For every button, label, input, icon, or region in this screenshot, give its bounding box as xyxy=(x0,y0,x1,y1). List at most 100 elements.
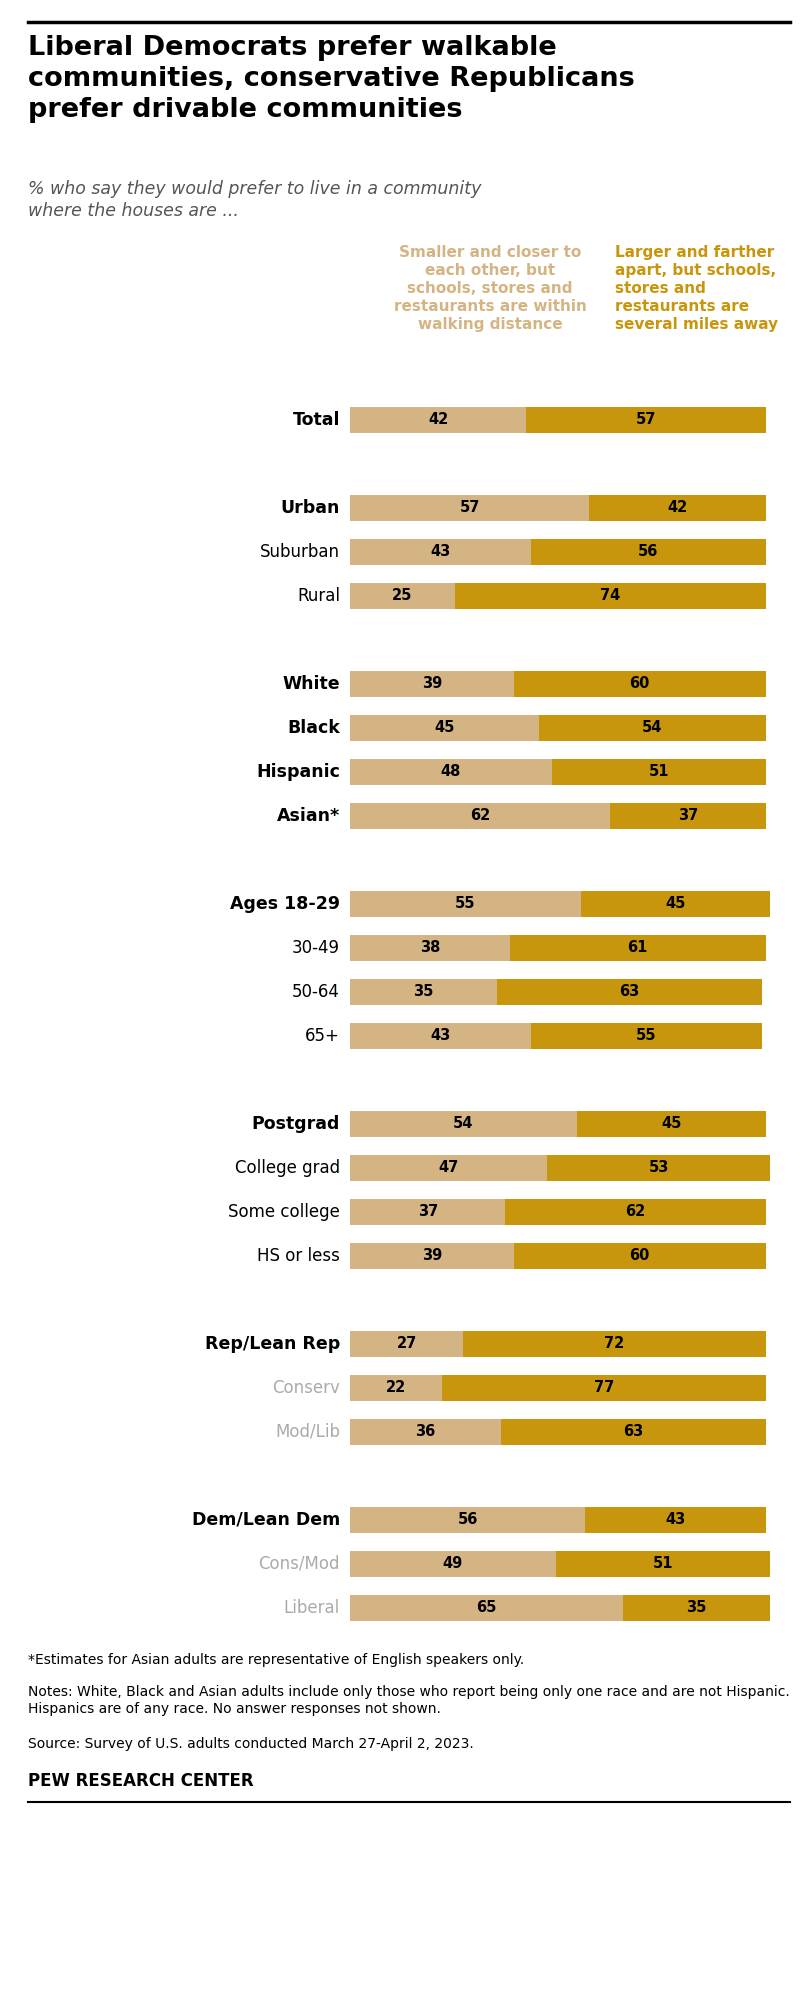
Text: Liberal: Liberal xyxy=(284,1600,340,1616)
Bar xyxy=(502,1420,766,1444)
Text: 49: 49 xyxy=(443,1556,463,1572)
Text: 22: 22 xyxy=(386,1380,406,1396)
Text: 42: 42 xyxy=(428,412,448,428)
Bar xyxy=(350,408,527,434)
Text: Black: Black xyxy=(287,720,340,736)
Bar xyxy=(350,936,510,962)
Bar xyxy=(350,584,455,608)
Text: 48: 48 xyxy=(441,764,461,780)
Text: Conserv: Conserv xyxy=(272,1380,340,1396)
Text: 63: 63 xyxy=(624,1424,644,1440)
Text: 50-64: 50-64 xyxy=(292,982,340,1000)
Text: Rural: Rural xyxy=(297,588,340,604)
Bar xyxy=(497,978,761,1004)
Bar xyxy=(585,1508,766,1532)
Text: 62: 62 xyxy=(625,1204,646,1220)
Text: Larger and farther
apart, but schools,
stores and
restaurants are
several miles : Larger and farther apart, but schools, s… xyxy=(615,244,778,332)
Bar xyxy=(350,716,539,740)
Bar xyxy=(611,802,766,828)
Bar xyxy=(510,936,766,962)
Bar xyxy=(350,1242,514,1270)
Text: Source: Survey of U.S. adults conducted March 27-April 2, 2023.: Source: Survey of U.S. adults conducted … xyxy=(28,1736,474,1752)
Text: 57: 57 xyxy=(460,500,480,516)
Text: White: White xyxy=(282,676,340,694)
Bar xyxy=(590,494,766,520)
Bar xyxy=(464,1332,766,1356)
Bar xyxy=(514,672,766,698)
Text: 37: 37 xyxy=(417,1204,438,1220)
Text: 43: 43 xyxy=(430,1028,451,1044)
Text: 61: 61 xyxy=(628,940,648,956)
Bar xyxy=(350,892,581,916)
Text: 43: 43 xyxy=(430,544,451,560)
Bar xyxy=(506,1198,766,1224)
Text: 36: 36 xyxy=(416,1424,436,1440)
Text: *Estimates for Asian adults are representative of English speakers only.: *Estimates for Asian adults are represen… xyxy=(28,1652,524,1668)
Text: 51: 51 xyxy=(649,764,669,780)
Text: 45: 45 xyxy=(661,1116,681,1132)
Bar xyxy=(623,1596,770,1620)
Bar xyxy=(350,1156,548,1180)
Text: Rep/Lean Rep: Rep/Lean Rep xyxy=(205,1336,340,1352)
Bar xyxy=(350,1332,464,1356)
Text: 63: 63 xyxy=(619,984,639,1000)
Bar xyxy=(350,1420,502,1444)
Bar xyxy=(556,1552,770,1576)
Text: 35: 35 xyxy=(686,1600,707,1616)
Bar xyxy=(531,1024,761,1048)
Bar xyxy=(350,1508,585,1532)
Text: 57: 57 xyxy=(636,412,656,428)
Text: Asian*: Asian* xyxy=(277,806,340,824)
Text: Postgrad: Postgrad xyxy=(252,1116,340,1132)
Text: 72: 72 xyxy=(604,1336,625,1352)
Bar xyxy=(581,892,770,916)
Text: Dem/Lean Dem: Dem/Lean Dem xyxy=(192,1512,340,1528)
Text: Mod/Lib: Mod/Lib xyxy=(275,1424,340,1440)
Text: Notes: White, Black and Asian adults include only those who report being only on: Notes: White, Black and Asian adults inc… xyxy=(28,1684,790,1716)
Text: 35: 35 xyxy=(413,984,434,1000)
Text: 25: 25 xyxy=(392,588,413,604)
Text: 45: 45 xyxy=(665,896,686,912)
Text: Ages 18-29: Ages 18-29 xyxy=(230,896,340,912)
Text: 55: 55 xyxy=(636,1028,656,1044)
Text: 65+: 65+ xyxy=(305,1028,340,1044)
Text: 62: 62 xyxy=(470,808,490,824)
Text: 55: 55 xyxy=(455,896,476,912)
Text: Some college: Some college xyxy=(228,1202,340,1220)
Text: Urban: Urban xyxy=(281,498,340,516)
Text: 37: 37 xyxy=(678,808,698,824)
Text: 43: 43 xyxy=(665,1512,685,1528)
Text: 39: 39 xyxy=(421,676,442,692)
Bar xyxy=(350,1596,623,1620)
Text: 39: 39 xyxy=(421,1248,442,1264)
Text: 53: 53 xyxy=(649,1160,669,1176)
Text: 54: 54 xyxy=(453,1116,473,1132)
Text: Hispanic: Hispanic xyxy=(256,762,340,780)
Text: 60: 60 xyxy=(629,676,650,692)
Bar xyxy=(350,1376,443,1400)
Bar xyxy=(350,802,611,828)
Bar xyxy=(350,1024,531,1048)
Text: Suburban: Suburban xyxy=(260,542,340,560)
Bar xyxy=(548,1156,770,1180)
Bar xyxy=(577,1112,766,1136)
Text: 27: 27 xyxy=(396,1336,417,1352)
Text: % who say they would prefer to live in a community
where the houses are ...: % who say they would prefer to live in a… xyxy=(28,180,481,220)
Bar xyxy=(350,1552,556,1576)
Text: Cons/Mod: Cons/Mod xyxy=(259,1556,340,1572)
Text: College grad: College grad xyxy=(235,1160,340,1176)
Text: 42: 42 xyxy=(667,500,688,516)
Text: 45: 45 xyxy=(434,720,455,736)
Text: HS or less: HS or less xyxy=(257,1248,340,1266)
Text: PEW RESEARCH CENTER: PEW RESEARCH CENTER xyxy=(28,1772,254,1790)
Bar xyxy=(350,1112,577,1136)
Bar xyxy=(552,758,766,784)
Text: 51: 51 xyxy=(653,1556,673,1572)
Text: 54: 54 xyxy=(642,720,663,736)
Text: 74: 74 xyxy=(600,588,621,604)
Bar xyxy=(531,538,766,564)
Text: Liberal Democrats prefer walkable
communities, conservative Republicans
prefer d: Liberal Democrats prefer walkable commun… xyxy=(28,34,635,124)
Bar xyxy=(350,978,497,1004)
Text: 60: 60 xyxy=(629,1248,650,1264)
Text: Total: Total xyxy=(293,412,340,430)
